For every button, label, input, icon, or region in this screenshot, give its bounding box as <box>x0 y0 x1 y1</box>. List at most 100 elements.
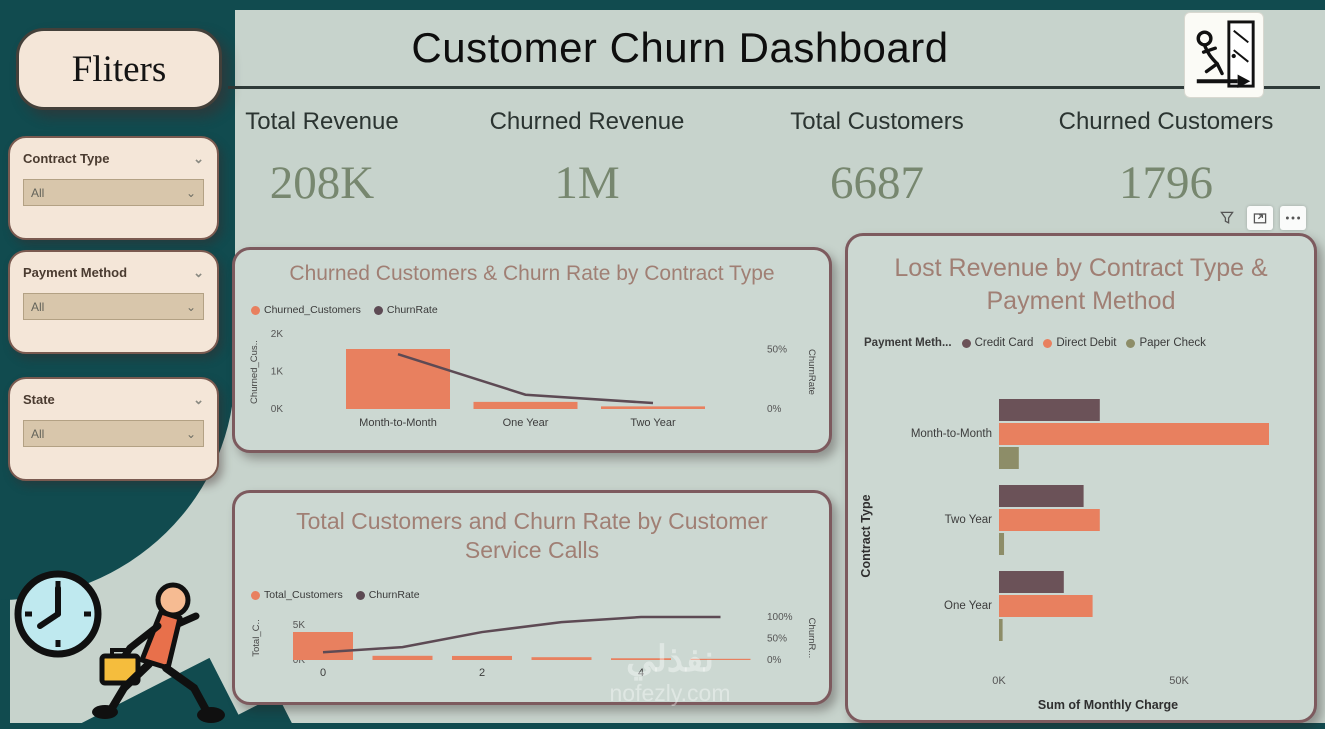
payment-method-dropdown[interactable]: All ⌄ <box>23 293 204 320</box>
bar[interactable] <box>999 509 1100 531</box>
chart-title: Total Customers and Churn Rate by Custom… <box>296 508 768 563</box>
bar[interactable] <box>611 658 671 660</box>
more-options-icon[interactable] <box>1280 206 1306 230</box>
kpi-value: 1M <box>554 157 620 209</box>
legend-item[interactable]: ChurnRate <box>373 304 438 316</box>
svg-text:0: 0 <box>320 667 326 679</box>
legend-item[interactable]: ChurnRate <box>355 589 420 601</box>
kpi-value: 1796 <box>1119 157 1213 209</box>
svg-text:Total_C..: Total_C.. <box>251 619 262 657</box>
legend-label: Direct Debit <box>1056 337 1117 349</box>
svg-text:1K: 1K <box>271 367 284 378</box>
bar[interactable] <box>999 595 1093 617</box>
visual-header-toolbar <box>1214 206 1306 230</box>
kpi-value: 6687 <box>830 157 924 209</box>
dropdown-value: All <box>31 185 45 200</box>
chevron-down-icon: ⌄ <box>185 426 196 441</box>
bar[interactable] <box>999 447 1019 469</box>
svg-text:Churned_Cus..: Churned_Cus.. <box>249 340 260 404</box>
bar[interactable] <box>473 401 578 409</box>
svg-text:0%: 0% <box>767 404 782 415</box>
kpi-churned-customers: Churned Customers 1796 <box>1032 108 1300 210</box>
svg-text:Month-to-Month: Month-to-Month <box>911 428 992 440</box>
svg-text:0%: 0% <box>767 655 782 666</box>
legend-item[interactable]: Total_Customers <box>251 589 343 601</box>
legend-item[interactable]: Paper Check <box>1126 337 1206 349</box>
svg-text:5K: 5K <box>293 620 306 631</box>
svg-text:4: 4 <box>638 667 644 679</box>
horizontal-bar-chart-lost-revenue[interactable]: Month-to-Month Two Year One Year 0K 50K <box>884 366 1314 698</box>
x-axis-title: Sum of Monthly Charge <box>1037 698 1179 712</box>
svg-text:50%: 50% <box>767 344 787 355</box>
filters-header: Fliters <box>16 28 222 110</box>
svg-text:ChurnR...: ChurnR... <box>806 618 817 659</box>
bar[interactable] <box>346 349 450 409</box>
kpi-label: Total Revenue <box>245 108 399 135</box>
svg-text:0K: 0K <box>992 675 1006 687</box>
bar[interactable] <box>999 619 1003 641</box>
dropdown-value: All <box>31 426 45 441</box>
chevron-down-icon: ⌄ <box>185 185 196 200</box>
series-color-dot <box>373 305 383 315</box>
svg-text:100%: 100% <box>767 612 793 623</box>
filter-card-state: State ⌄ All ⌄ <box>8 377 219 481</box>
svg-text:Month-to-Month: Month-to-Month <box>359 417 437 429</box>
series-color-dot <box>251 305 260 315</box>
state-dropdown[interactable]: All ⌄ <box>23 420 204 447</box>
focus-mode-icon[interactable] <box>1247 206 1273 230</box>
series-color-dot <box>251 590 260 600</box>
kpi-label: Churned Revenue <box>489 108 685 135</box>
legend-label: Total_Customers <box>264 589 343 601</box>
legend-item[interactable]: Direct Debit <box>1043 337 1116 349</box>
legend-title: Payment Meth... <box>864 337 952 349</box>
series-color-dot <box>1043 338 1053 348</box>
svg-text:2: 2 <box>479 667 485 679</box>
contract-type-dropdown[interactable]: All ⌄ <box>23 179 204 206</box>
bottom-border-strip <box>0 723 1325 729</box>
bar[interactable] <box>690 658 751 660</box>
svg-text:ChurnRate: ChurnRate <box>806 349 817 395</box>
legend-label: Churned_Customers <box>264 304 361 316</box>
filter-label: Contract Type <box>23 151 110 166</box>
chevron-down-icon[interactable]: ⌄ <box>193 391 204 407</box>
chevron-down-icon[interactable]: ⌄ <box>193 150 204 166</box>
bar[interactable] <box>999 423 1269 445</box>
bar[interactable] <box>293 632 353 660</box>
bar[interactable] <box>999 533 1005 555</box>
bar[interactable] <box>601 406 705 409</box>
svg-text:50%: 50% <box>767 634 787 645</box>
chart-legend: Total_Customers ChurnRate <box>251 589 420 601</box>
filter-icon[interactable] <box>1214 206 1240 230</box>
legend-item[interactable]: Churned_Customers <box>251 304 361 316</box>
chevron-down-icon: ⌄ <box>185 299 196 314</box>
filter-card-payment-method: Payment Method ⌄ All ⌄ <box>8 250 219 354</box>
filter-label: Payment Method <box>23 265 128 280</box>
y-axis-title: Contract Type <box>859 494 873 578</box>
svg-text:One Year: One Year <box>944 600 992 612</box>
svg-text:0K: 0K <box>293 655 306 666</box>
legend-label: Credit Card <box>974 337 1034 349</box>
bar[interactable] <box>999 485 1084 507</box>
legend-label: ChurnRate <box>368 589 420 601</box>
bar[interactable] <box>372 655 433 660</box>
svg-text:One Year: One Year <box>503 417 549 429</box>
chart-card-lost-revenue: Lost Revenue by Contract Type & Payment … <box>845 233 1317 723</box>
svg-text:0K: 0K <box>271 404 284 415</box>
chevron-down-icon[interactable]: ⌄ <box>193 264 204 280</box>
bar[interactable] <box>999 571 1064 593</box>
legend-label: Paper Check <box>1139 337 1206 349</box>
series-color-dot <box>355 590 365 600</box>
series-color-dot <box>1126 338 1136 348</box>
combo-chart-customers-by-service-calls[interactable]: 0K 5K 0% 50% 100% Total_C.. ChurnR... 0 2 4 <box>243 605 827 703</box>
chart-card-churned-by-contract: Churned Customers & Churn Rate by Contra… <box>232 247 832 453</box>
bar[interactable] <box>999 399 1100 421</box>
bar[interactable] <box>452 655 512 660</box>
kpi-churned-revenue: Churned Revenue 1M <box>462 108 712 210</box>
svg-text:50K: 50K <box>1169 675 1189 687</box>
combo-chart-churned-by-contract[interactable]: 0K 1K 2K 0% 50% Churned_Cus.. ChurnRate Month-t… <box>243 314 827 452</box>
churn-rate-line <box>397 353 654 405</box>
svg-text:2K: 2K <box>271 329 284 340</box>
legend-item[interactable]: Credit Card <box>961 337 1034 349</box>
bar[interactable] <box>531 657 592 660</box>
